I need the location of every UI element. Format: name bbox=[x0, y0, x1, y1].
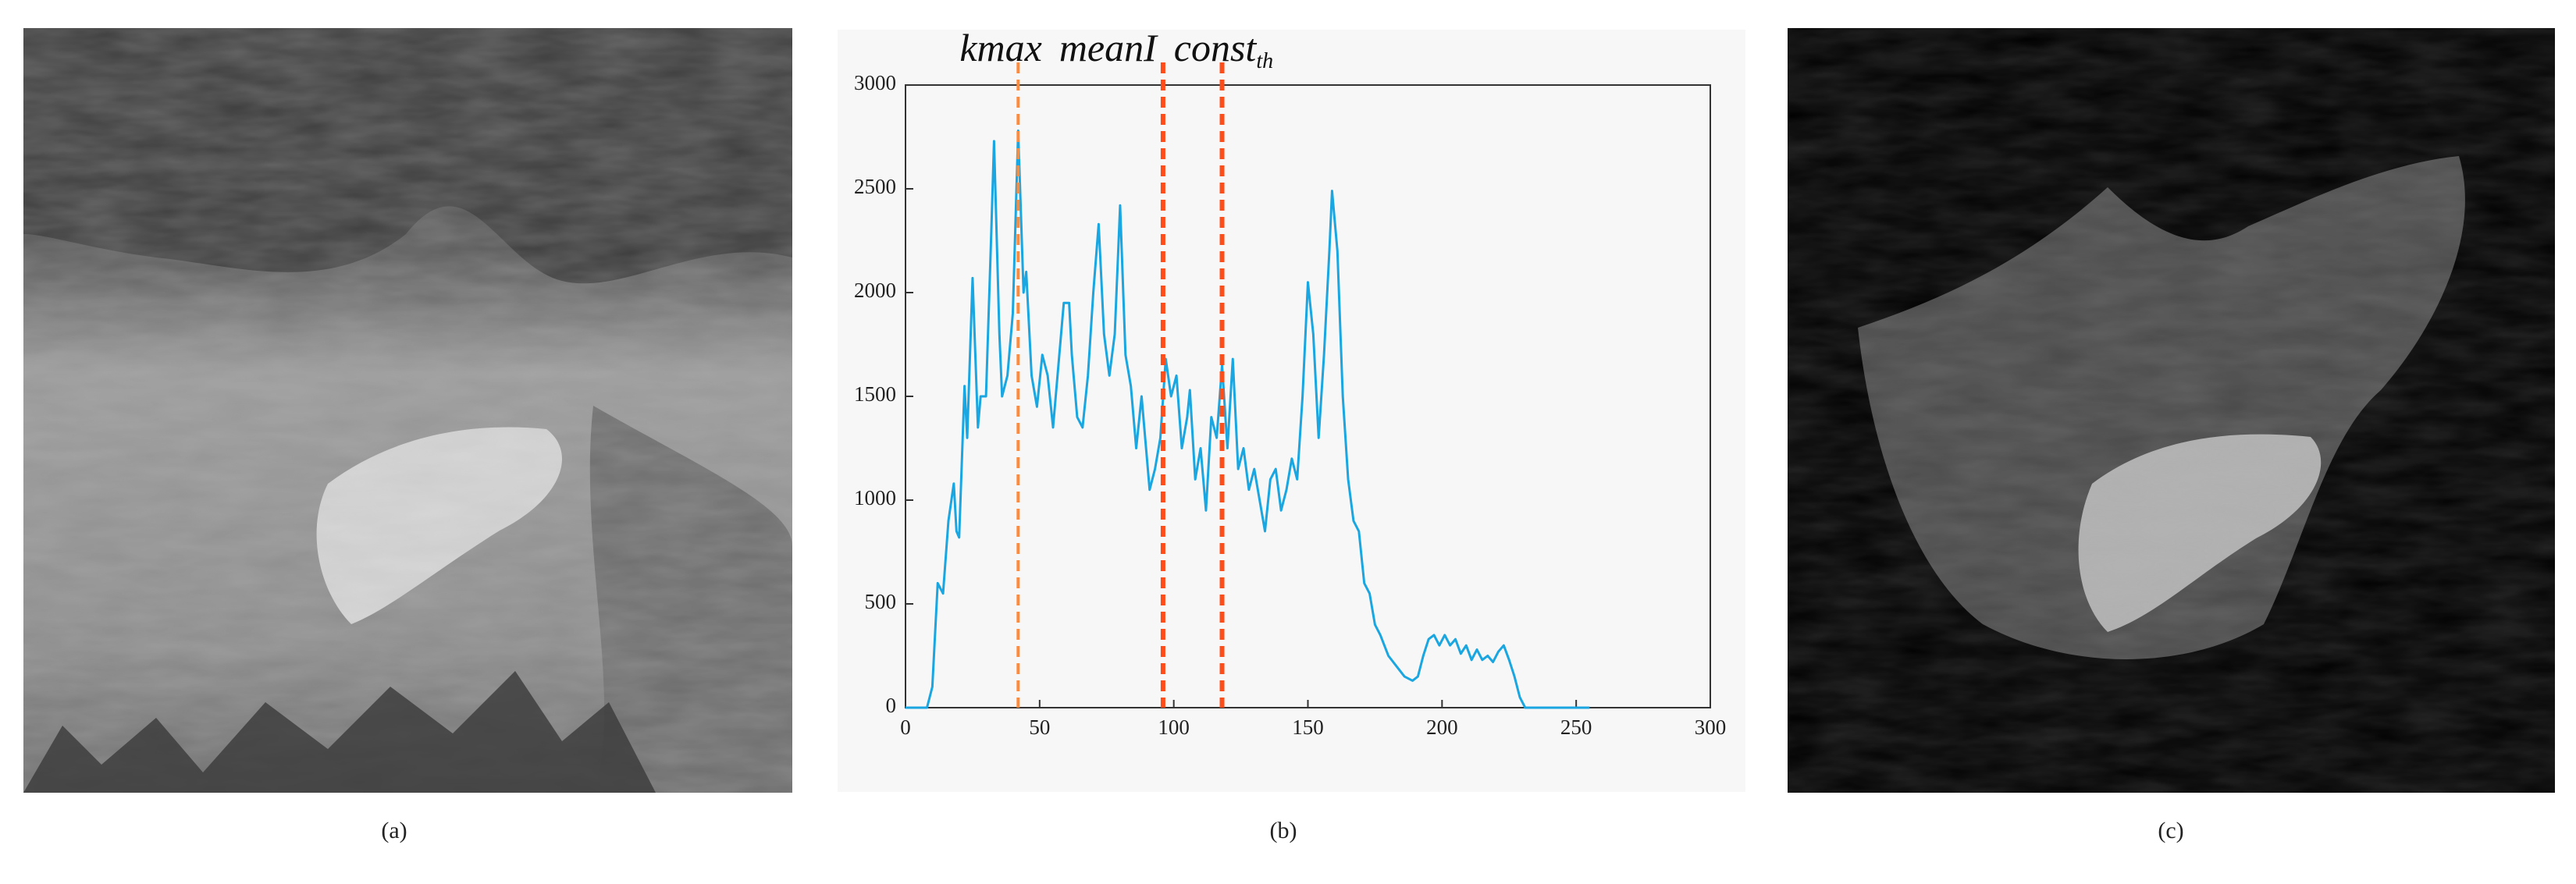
x-tick-label: 150 bbox=[1292, 715, 1324, 739]
annotation-labels: kmax meanI constth bbox=[959, 26, 1273, 73]
y-tick-label: 500 bbox=[865, 590, 897, 613]
chart-background bbox=[838, 30, 1745, 792]
x-tick-label: 0 bbox=[900, 715, 911, 739]
annotation: kmax bbox=[959, 26, 1042, 69]
annotation: const bbox=[1174, 26, 1258, 69]
x-tick-label: 300 bbox=[1695, 715, 1727, 739]
photo-original bbox=[23, 28, 792, 793]
data-line bbox=[906, 130, 1590, 709]
y-tick-label: 2000 bbox=[854, 279, 896, 302]
x-tick-label: 100 bbox=[1158, 715, 1190, 739]
y-tick-label: 1000 bbox=[854, 486, 896, 509]
caption: (a) bbox=[381, 818, 407, 843]
annotation-subscript: th bbox=[1256, 49, 1273, 73]
chart: 0 50 100 150 200 250 3000500100015002000250030… bbox=[854, 26, 1726, 739]
y-tick-label: 1500 bbox=[854, 382, 896, 406]
x-tick-label: 200 bbox=[1426, 715, 1458, 739]
photo-threshold bbox=[1788, 28, 2555, 793]
y-tick-label: 2500 bbox=[854, 175, 896, 198]
y-tick-label: 3000 bbox=[854, 71, 896, 94]
x-tick-label: 50 bbox=[1029, 715, 1050, 739]
y-tick-label: 0 bbox=[886, 694, 897, 717]
caption: (c) bbox=[2158, 818, 2183, 843]
caption: (b) bbox=[1270, 818, 1297, 843]
annotation: meanI bbox=[1059, 26, 1158, 69]
x-tick-label: 250 bbox=[1560, 715, 1592, 739]
